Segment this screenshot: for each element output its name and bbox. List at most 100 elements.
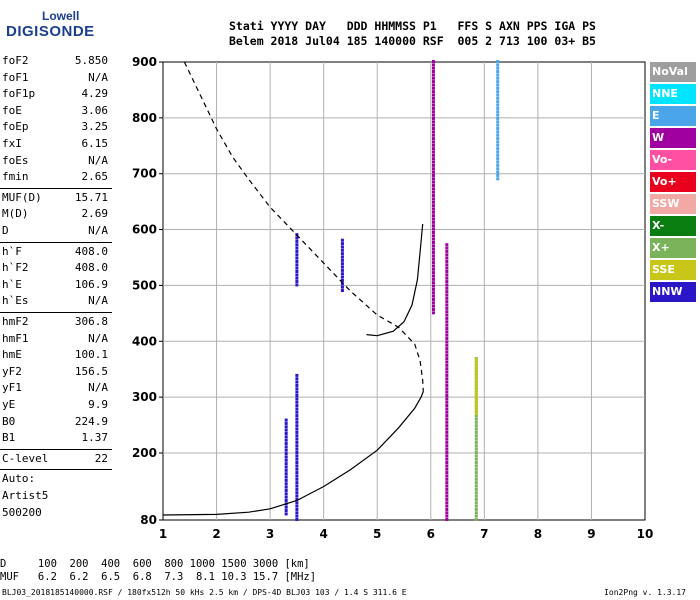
echo-point	[340, 238, 344, 242]
param-separator	[0, 448, 112, 450]
echo-point	[431, 63, 435, 67]
echo-point	[445, 464, 449, 468]
param-value: N/A	[88, 331, 108, 345]
echo-point	[295, 447, 299, 451]
echo-point	[445, 363, 449, 367]
echo-point	[474, 430, 478, 434]
echo-point	[295, 253, 299, 257]
echo-point	[295, 377, 299, 381]
echo-point	[340, 268, 344, 272]
echo-point	[445, 518, 449, 521]
param-label: h`F2	[2, 261, 29, 275]
echo-point	[431, 116, 435, 120]
echo-point	[431, 90, 435, 94]
echo-point	[431, 100, 435, 104]
echo-point	[474, 411, 478, 415]
echo-point	[284, 425, 288, 429]
param-value: 3.25	[81, 120, 109, 134]
echo-point	[474, 467, 478, 471]
echo-point	[445, 501, 449, 505]
echo-point	[284, 428, 288, 432]
echo-point	[295, 270, 299, 274]
echo-point	[474, 511, 478, 515]
echo-point	[431, 187, 435, 191]
echo-point	[496, 147, 500, 151]
param-label: B0	[2, 414, 16, 428]
legend-item: E	[650, 106, 696, 126]
echo-point	[445, 387, 449, 391]
echo-point	[474, 507, 478, 511]
param-label: hmE	[2, 348, 22, 362]
x-tick-label: 2	[212, 527, 220, 541]
echo-point	[445, 360, 449, 364]
param-row: yE 9.9	[2, 398, 108, 414]
echo-point	[474, 364, 478, 368]
echo-point	[474, 437, 478, 441]
echo-point	[340, 285, 344, 289]
echo-point	[340, 262, 344, 266]
echo-point	[474, 391, 478, 395]
echo-point	[295, 417, 299, 421]
echo-point	[474, 381, 478, 385]
echo-point	[295, 236, 299, 240]
echo-point	[431, 173, 435, 177]
echo-point	[295, 249, 299, 253]
param-value: 2.65	[81, 170, 109, 184]
echo-point	[284, 499, 288, 503]
echo-point	[445, 427, 449, 431]
echo-point	[496, 177, 500, 181]
echo-point	[474, 514, 478, 518]
echo-point	[474, 408, 478, 412]
echo-point	[431, 237, 435, 241]
param-separator	[0, 469, 112, 471]
profile-solid-curve	[162, 391, 424, 516]
echo-point	[295, 407, 299, 411]
echo-point	[284, 505, 288, 509]
echo-point	[474, 447, 478, 451]
echo-point	[340, 245, 344, 249]
plot-frame	[162, 61, 646, 521]
echo-point	[445, 276, 449, 280]
echo-point	[340, 248, 344, 252]
echo-point	[445, 424, 449, 428]
echo-point	[431, 150, 435, 154]
echo-point	[445, 404, 449, 408]
echo-point	[431, 277, 435, 281]
header-row-2: Belem 2018 Jul04 185 140000 RSF 005 2 71…	[229, 34, 596, 48]
echo-point	[474, 477, 478, 481]
echo-point	[295, 397, 299, 401]
echo-point	[284, 452, 288, 456]
echo-point	[284, 495, 288, 499]
echo-point	[496, 96, 500, 100]
logo-line-2: DIGISONDE	[6, 23, 95, 40]
echo-point	[295, 471, 299, 475]
echo-point	[496, 137, 500, 141]
echo-point	[340, 252, 344, 256]
param-row: yF2 156.5	[2, 365, 108, 381]
echo-point	[474, 395, 478, 399]
echo-point	[340, 255, 344, 259]
param-value: N/A	[88, 294, 108, 308]
echo-point	[431, 261, 435, 265]
param-label: hmF1	[2, 331, 29, 345]
echo-point	[474, 444, 478, 448]
echo-point	[431, 183, 435, 187]
echo-point	[284, 465, 288, 469]
echo-point	[496, 90, 500, 94]
echo-point	[496, 70, 500, 74]
echo-point	[445, 283, 449, 287]
echo-point	[431, 297, 435, 301]
echo-point	[496, 167, 500, 171]
echo-point	[445, 471, 449, 475]
echo-point	[474, 398, 478, 402]
echo-point	[445, 430, 449, 434]
echo-point	[445, 437, 449, 441]
echo-point	[445, 414, 449, 418]
echo-point	[496, 73, 500, 77]
echo-point	[496, 150, 500, 154]
echo-point	[431, 106, 435, 110]
echo-point	[445, 383, 449, 387]
echo-point	[474, 461, 478, 465]
echo-point	[295, 256, 299, 260]
echo-point	[431, 120, 435, 124]
